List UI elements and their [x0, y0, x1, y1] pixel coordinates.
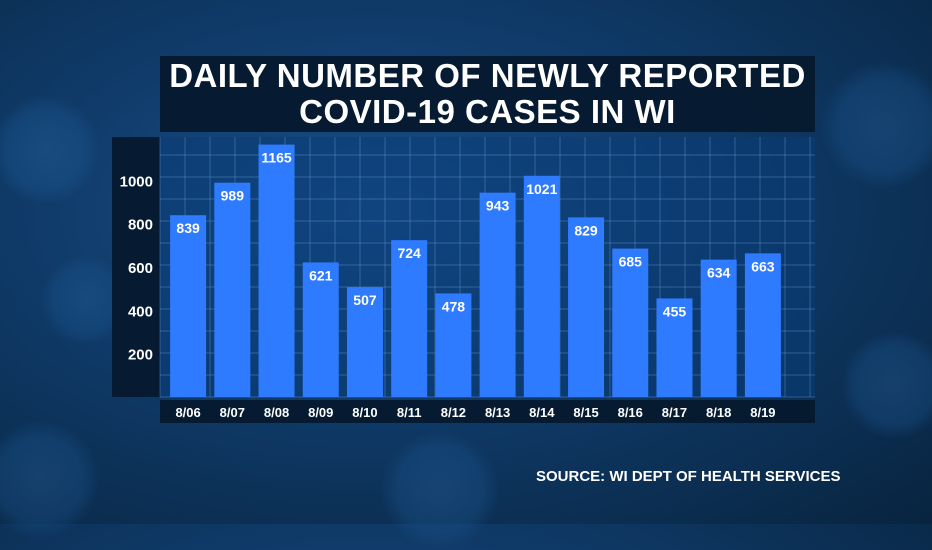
- x-tick-label: 8/06: [175, 405, 200, 420]
- chart-title-line-2: COVID-19 CASES IN WI: [299, 93, 676, 130]
- bar: [568, 217, 605, 397]
- bar: [258, 144, 295, 397]
- virus-decoration-icon: [820, 60, 932, 190]
- virus-decoration-icon: [0, 95, 100, 205]
- bar: [170, 215, 207, 397]
- bar-value-label: 943: [486, 198, 510, 214]
- chart-title-line-1: DAILY NUMBER OF NEWLY REPORTED: [169, 57, 806, 94]
- x-tick-label: 8/09: [308, 405, 333, 420]
- bar-value-label: 621: [309, 267, 333, 283]
- bar: [346, 287, 383, 397]
- bar: [656, 298, 693, 397]
- y-tick-label: 400: [128, 303, 153, 320]
- x-tick-label: 8/17: [662, 405, 687, 420]
- x-tick-label: 8/12: [441, 405, 466, 420]
- y-tick-label: 800: [128, 217, 153, 234]
- x-tick-label: 8/18: [706, 405, 731, 420]
- bar-value-label: 989: [221, 188, 245, 204]
- bar: [479, 192, 516, 397]
- x-tick-label: 8/19: [750, 405, 775, 420]
- bar-value-label: 663: [751, 258, 775, 274]
- bar-chart: 200 400 600 800 1000 839 8/06 989 8/07 1165 8/08 62…: [120, 137, 815, 420]
- bar-value-label: 724: [397, 245, 421, 261]
- bar: [391, 240, 428, 397]
- x-axis-panel: [160, 400, 815, 423]
- x-tick-label: 8/11: [397, 405, 422, 420]
- y-axis-panel: [112, 137, 160, 397]
- bar: [435, 293, 472, 397]
- bar: [700, 259, 737, 397]
- x-tick-label: 8/14: [529, 405, 555, 420]
- bar: [302, 262, 339, 397]
- bar-value-label: 685: [619, 254, 643, 270]
- y-tick-label: 200: [128, 347, 153, 364]
- bar-value-label: 478: [442, 298, 466, 314]
- bar: [612, 248, 649, 397]
- bar-value-label: 507: [353, 292, 377, 308]
- y-tick-label: 600: [128, 260, 153, 277]
- bar: [744, 253, 781, 397]
- virus-decoration-icon: [840, 330, 932, 440]
- bar-value-label: 829: [574, 222, 598, 238]
- x-tick-label: 8/13: [485, 405, 510, 420]
- bar-value-label: 634: [707, 265, 731, 281]
- x-tick-label: 8/10: [352, 405, 377, 420]
- bar-value-label: 455: [663, 303, 687, 319]
- bar: [523, 175, 560, 397]
- y-tick-label: 1000: [120, 173, 153, 190]
- x-tick-label: 8/16: [618, 405, 643, 420]
- bar-value-label: 1021: [526, 181, 557, 197]
- x-tick-label: 8/08: [264, 405, 289, 420]
- bar-value-label: 839: [176, 220, 200, 236]
- virus-decoration-icon: [0, 420, 100, 540]
- bar: [214, 182, 251, 397]
- bar-value-label: 1165: [261, 150, 292, 166]
- chart-title-panel: DAILY NUMBER OF NEWLY REPORTED COVID-19 …: [160, 56, 815, 132]
- source-credit: SOURCE: WI DEPT OF HEALTH SERVICES: [536, 468, 841, 485]
- x-tick-label: 8/15: [573, 405, 598, 420]
- x-tick-label: 8/07: [220, 405, 245, 420]
